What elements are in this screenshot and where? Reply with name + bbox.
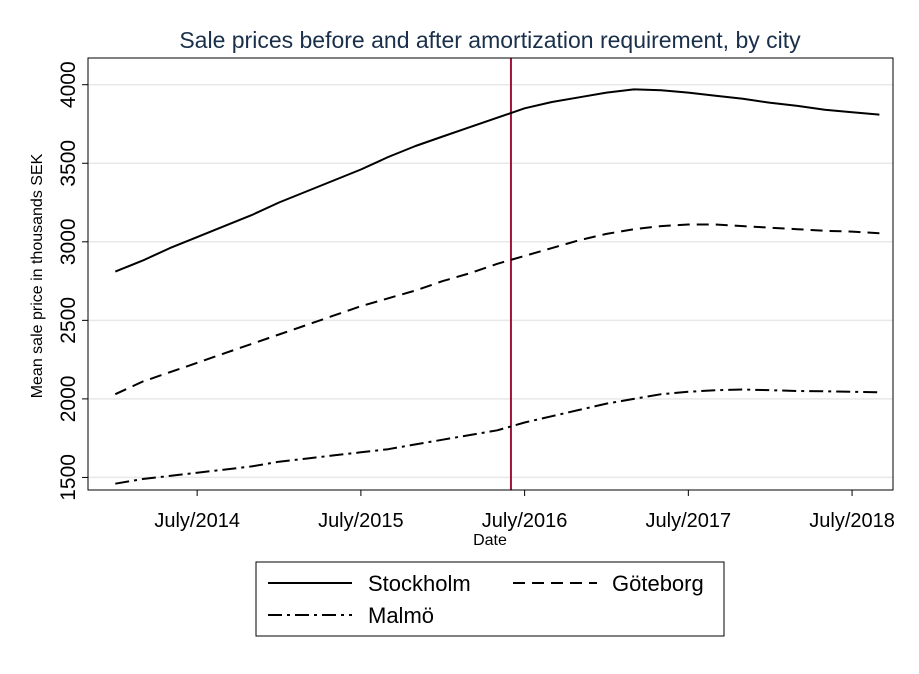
chart-title: Sale prices before and after amortizatio… — [179, 27, 801, 53]
y-axis-label: Mean sale price in thousands SEK — [29, 153, 46, 398]
legend-label-goteborg: Göteborg — [612, 571, 704, 596]
x-tick-label: July/2015 — [318, 510, 404, 532]
series-line-malmo — [115, 388, 880, 485]
x-tick-label: July/2017 — [646, 510, 732, 532]
legend: Stockholm Göteborg Malmö — [255, 561, 725, 637]
x-tick-label: July/2018 — [809, 510, 895, 532]
y-tick-label: 3500 — [57, 140, 80, 187]
y-tick-label: 2500 — [57, 297, 80, 344]
x-axis-label: Date — [473, 532, 507, 549]
series-layer — [114, 88, 880, 485]
legend-box — [255, 561, 725, 637]
y-tick-label: 4000 — [57, 61, 80, 108]
y-tick-label: 2000 — [57, 376, 80, 423]
x-tick-label: July/2014 — [154, 510, 240, 532]
axis-layer: 1500 2000 2500 3000 3500 4000 July/2014 July/20… — [57, 57, 895, 532]
plot-frame — [87, 57, 894, 491]
series-line-goteborg — [114, 223, 880, 396]
x-tick-label: July/2016 — [482, 510, 568, 532]
y-tick-label: 3000 — [57, 218, 80, 265]
y-tick-label: 1500 — [57, 454, 80, 501]
legend-label-stockholm: Stockholm — [368, 571, 471, 596]
legend-label-malmo: Malmö — [368, 603, 434, 628]
grid-layer — [88, 83, 893, 479]
series-line-stockholm — [114, 88, 880, 273]
